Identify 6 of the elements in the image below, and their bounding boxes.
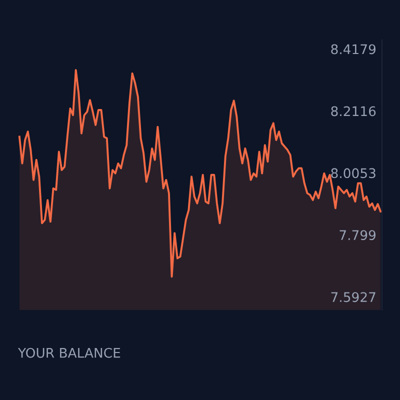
text: YOUR BALANCE [18,348,120,358]
y-tick-label: 7.5927 [331,292,376,302]
y-tick-label: 8.4179 [331,44,376,54]
y-tick-label: 8.0053 [331,168,376,178]
y-tick-label: 7.799 [340,230,376,240]
y-tick-label: 8.2116 [331,106,376,116]
